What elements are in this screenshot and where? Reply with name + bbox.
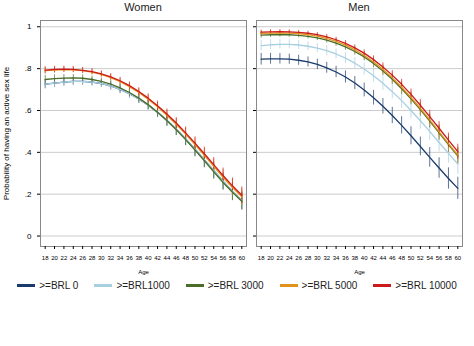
svg-text:28: 28 xyxy=(305,255,312,261)
svg-text:36: 36 xyxy=(126,255,133,261)
svg-text:42: 42 xyxy=(370,255,377,261)
svg-text:32: 32 xyxy=(323,255,330,261)
svg-text:0: 0 xyxy=(27,232,32,241)
svg-text:26: 26 xyxy=(79,255,86,261)
svg-text:60: 60 xyxy=(454,255,461,261)
svg-text:26: 26 xyxy=(295,255,302,261)
svg-text:24: 24 xyxy=(286,255,293,261)
svg-text:.4: .4 xyxy=(25,148,32,157)
svg-text:Age: Age xyxy=(138,269,149,275)
svg-text:30: 30 xyxy=(314,255,321,261)
svg-text:40: 40 xyxy=(361,255,368,261)
svg-text:56: 56 xyxy=(220,255,227,261)
svg-text:48: 48 xyxy=(182,255,189,261)
svg-text:18: 18 xyxy=(258,255,265,261)
svg-text:50: 50 xyxy=(408,255,415,261)
svg-text:20: 20 xyxy=(267,255,274,261)
svg-text:.6: .6 xyxy=(25,106,32,115)
svg-text:54: 54 xyxy=(426,255,433,261)
svg-text:56: 56 xyxy=(436,255,443,261)
svg-text:.8: .8 xyxy=(25,64,32,73)
svg-text:38: 38 xyxy=(135,255,142,261)
svg-text:46: 46 xyxy=(389,255,396,261)
html-text:>=BRL 3000: >=BRL 3000 xyxy=(207,280,264,291)
svg-text:34: 34 xyxy=(117,255,124,261)
svg-text:1: 1 xyxy=(27,22,32,31)
svg-text:44: 44 xyxy=(380,255,387,261)
svg-text:40: 40 xyxy=(145,255,152,261)
svg-text:28: 28 xyxy=(89,255,96,261)
svg-text:30: 30 xyxy=(98,255,105,261)
svg-text:52: 52 xyxy=(201,255,208,261)
svg-text:34: 34 xyxy=(333,255,340,261)
svg-text:48: 48 xyxy=(398,255,405,261)
svg-text:22: 22 xyxy=(277,255,284,261)
html-text:>=BRL 0: >=BRL 0 xyxy=(39,280,79,291)
svg-text:32: 32 xyxy=(107,255,114,261)
svg-text:50: 50 xyxy=(192,255,199,261)
svg-text:46: 46 xyxy=(173,255,180,261)
svg-text:44: 44 xyxy=(164,255,171,261)
svg-text:20: 20 xyxy=(51,255,58,261)
html-text:Men: Men xyxy=(348,1,370,13)
svg-text:.2: .2 xyxy=(25,190,32,199)
svg-text:52: 52 xyxy=(417,255,424,261)
svg-text:Probability of having an activ: Probability of having an active sex life xyxy=(2,66,11,200)
svg-text:42: 42 xyxy=(154,255,161,261)
svg-text:Age: Age xyxy=(354,269,365,275)
svg-text:54: 54 xyxy=(210,255,217,261)
html-text:>=BRL1000: >=BRL1000 xyxy=(116,280,170,291)
html-text:Women: Women xyxy=(124,1,162,13)
svg-text:58: 58 xyxy=(229,255,236,261)
svg-text:22: 22 xyxy=(61,255,68,261)
svg-text:60: 60 xyxy=(238,255,245,261)
svg-text:18: 18 xyxy=(42,255,49,261)
svg-text:58: 58 xyxy=(445,255,452,261)
html-text:>=BRL 5000: >=BRL 5000 xyxy=(301,280,358,291)
svg-text:38: 38 xyxy=(351,255,358,261)
html-text:>=BRL 10000: >=BRL 10000 xyxy=(395,280,457,291)
svg-text:36: 36 xyxy=(342,255,349,261)
svg-text:24: 24 xyxy=(70,255,77,261)
